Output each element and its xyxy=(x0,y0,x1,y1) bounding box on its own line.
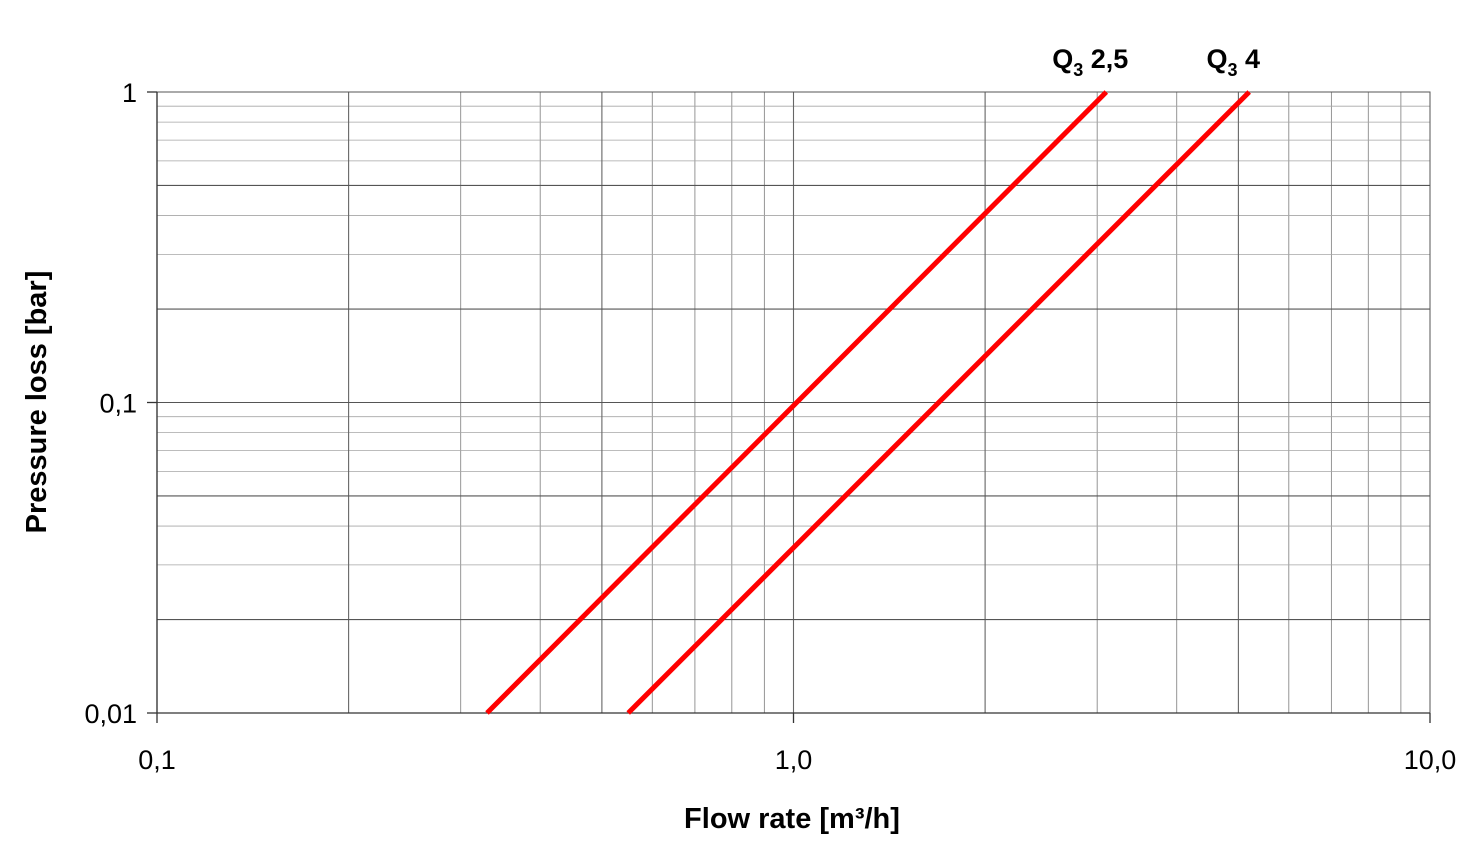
series-label: Q3 2,5 xyxy=(1052,44,1128,80)
series-label-subscript: 3 xyxy=(1227,60,1237,80)
y-axis-title: Pressure loss [bar] xyxy=(21,271,53,534)
x-tick-label: 10,0 xyxy=(1404,745,1457,775)
x-tick-label: 1,0 xyxy=(775,745,813,775)
y-tick-labels: 1 0,1 0,01 xyxy=(84,78,137,729)
x-tick-labels: 0,1 1,0 10,0 xyxy=(138,745,1456,775)
series-label-main: Q xyxy=(1052,44,1073,74)
series-label-main: Q xyxy=(1206,44,1227,74)
axes xyxy=(147,91,1431,723)
series-lines xyxy=(485,90,1251,715)
series-line xyxy=(485,90,1109,715)
series-label-rest: 4 xyxy=(1237,44,1260,74)
series-label-subscript: 3 xyxy=(1073,60,1083,80)
series-label: Q3 4 xyxy=(1206,44,1260,80)
x-axis-title: Flow rate [m³/h] xyxy=(684,803,900,835)
x-tick-label: 0,1 xyxy=(138,745,176,775)
y-tick-label: 1 xyxy=(122,78,137,108)
series-label-rest: 2,5 xyxy=(1083,44,1128,74)
series-line xyxy=(626,90,1251,715)
series-labels: Q3 2,5 Q3 4 xyxy=(1052,44,1260,80)
y-tick-label: 0,01 xyxy=(84,699,137,729)
y-tick-label: 0,1 xyxy=(99,389,137,419)
